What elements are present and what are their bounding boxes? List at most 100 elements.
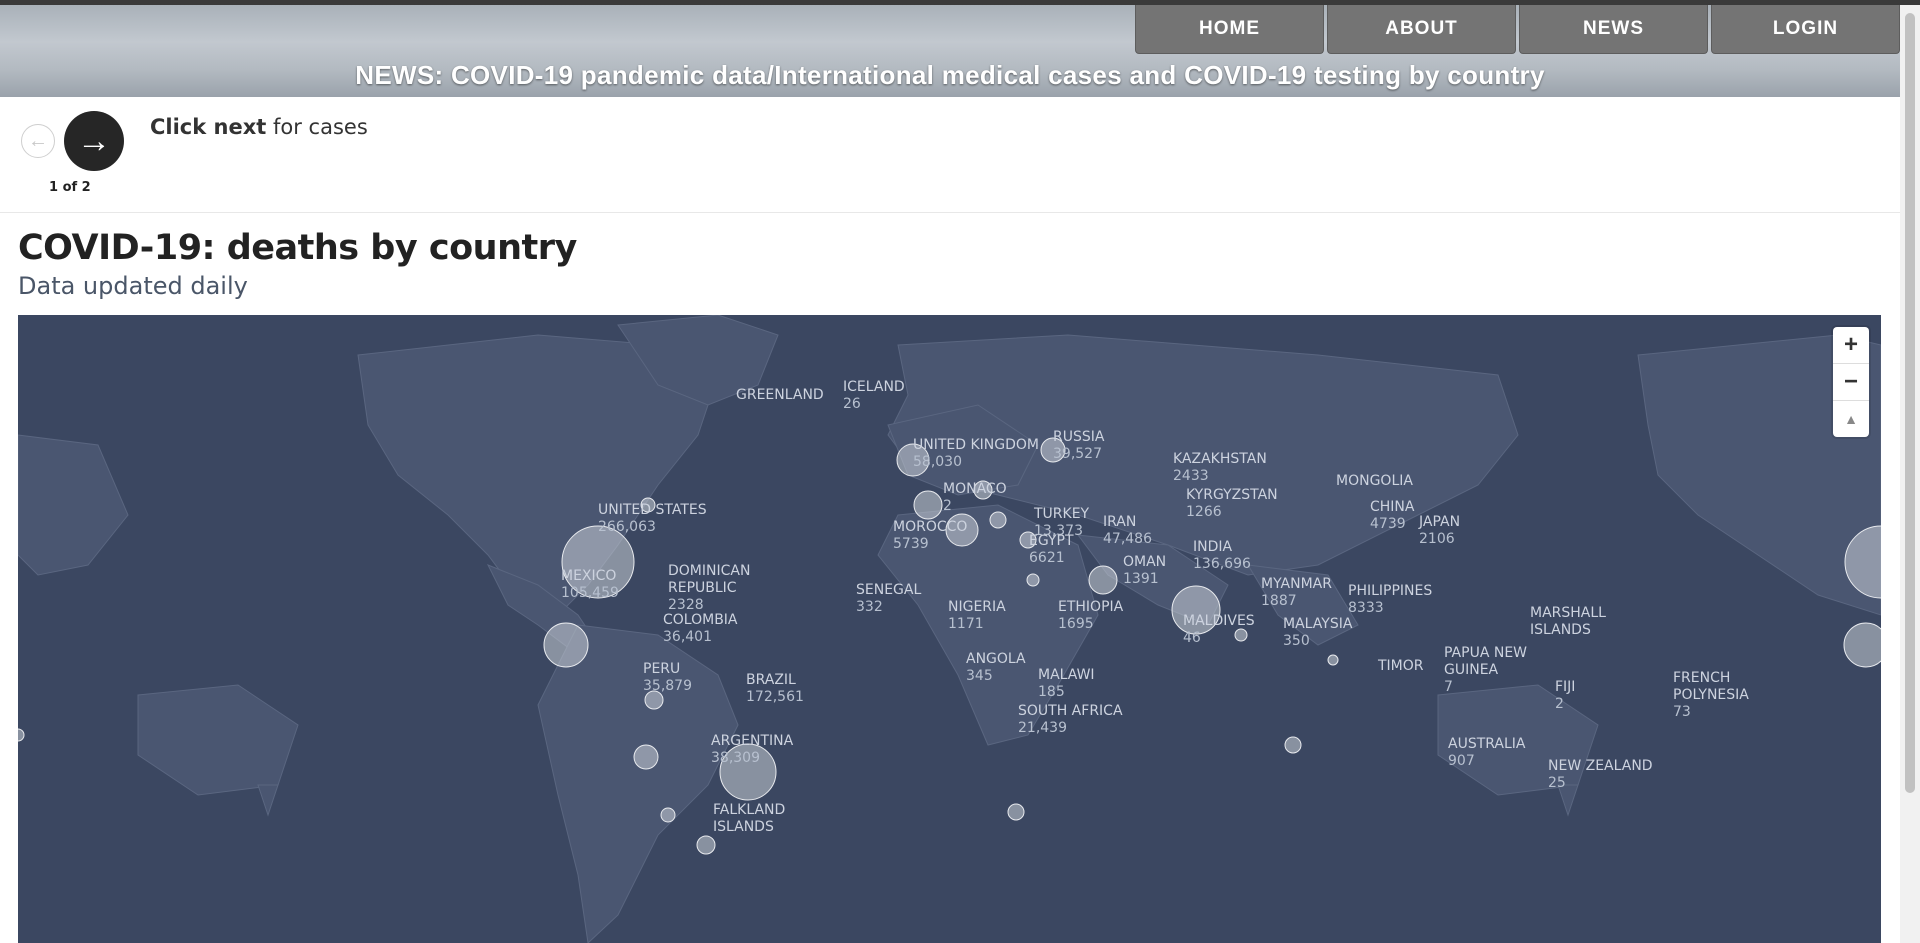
- window-top-border: [0, 0, 1920, 5]
- country-name: FRENCH: [1673, 670, 1730, 686]
- next-step-button[interactable]: →: [64, 111, 124, 171]
- step-instruction-bold: Click next: [150, 115, 267, 139]
- bubble-mexico: [543, 622, 589, 668]
- bubble-colombia: [644, 690, 664, 710]
- bubble-mexico-right: [1843, 622, 1881, 668]
- country-deaths-value: 58,030: [913, 454, 962, 470]
- country-deaths-value: 26: [843, 396, 861, 412]
- nav-home-button[interactable]: HOME: [1135, 5, 1324, 54]
- arrow-left-icon: ←: [28, 129, 48, 152]
- country-name: OMAN: [1123, 554, 1166, 570]
- country-deaths-value: 21,439: [1018, 720, 1067, 736]
- country-name: GREENLAND: [736, 387, 824, 403]
- bubble-brazil: [719, 743, 777, 801]
- country-name: MARSHALL: [1530, 605, 1606, 621]
- country-name: ISLANDS: [713, 819, 774, 835]
- country-name: DOMINICAN: [668, 563, 750, 579]
- prev-step-button[interactable]: ←: [21, 124, 55, 158]
- country-deaths-value: 1391: [1123, 571, 1159, 587]
- country-name: EGYPT: [1029, 533, 1074, 549]
- site-header: HOME ABOUT NEWS LOGIN NEWS: COVID-19 pan…: [0, 5, 1900, 97]
- country-deaths-value: 73: [1673, 704, 1691, 720]
- land-greenland: [617, 315, 779, 406]
- nav-news-button[interactable]: NEWS: [1519, 5, 1708, 54]
- country-deaths-value: 39,527: [1053, 446, 1102, 462]
- country-deaths-value: 5739: [893, 536, 929, 552]
- country-deaths-value: 345: [966, 668, 993, 684]
- compass-reset-button[interactable]: ▲: [1833, 401, 1869, 437]
- country-name: UNITED KINGDOM: [913, 437, 1039, 453]
- country-deaths-value: 1171: [948, 616, 984, 632]
- bubble-europe-a: [913, 490, 943, 520]
- data-bubbles: [18, 437, 1881, 855]
- zoom-control: + − ▲: [1833, 327, 1869, 437]
- land-asia-west-edge: [18, 434, 129, 576]
- world-map[interactable]: GREENLAND ICELAND 26 UNITED KINGDOM 58,030 RU…: [18, 315, 1881, 943]
- country-deaths-value: 2: [943, 498, 952, 514]
- country-name: TIMOR: [1377, 658, 1424, 674]
- country-deaths-value: 105,459: [561, 585, 619, 601]
- nav-login-button[interactable]: LOGIN: [1711, 5, 1900, 54]
- country-name: MALAWI: [1038, 667, 1095, 683]
- country-name: TURKEY: [1033, 506, 1090, 522]
- country-name: PHILIPPINES: [1348, 583, 1432, 599]
- step-instruction: Click next for cases: [150, 115, 368, 139]
- scrollbar-thumb[interactable]: [1905, 13, 1915, 793]
- country-name: ARGENTINA: [711, 733, 794, 749]
- compass-icon: ▲: [1844, 411, 1858, 427]
- country-deaths-value: 6621: [1029, 550, 1065, 566]
- nav-about-button[interactable]: ABOUT: [1327, 5, 1516, 54]
- story-stepper: ← → Click next for cases 1 of 2: [0, 97, 1900, 213]
- country-deaths-value: 8333: [1348, 600, 1384, 616]
- country-deaths-value: 266,063: [598, 519, 656, 535]
- zoom-in-button[interactable]: +: [1833, 327, 1869, 364]
- country-deaths-value: 350: [1283, 633, 1310, 649]
- country-deaths-value: 2433: [1173, 468, 1209, 484]
- country-name: CHINA: [1370, 499, 1415, 515]
- country-name: NIGERIA: [948, 599, 1006, 615]
- country-deaths-value: 35,879: [643, 678, 692, 694]
- country-deaths-value: 136,696: [1193, 556, 1251, 572]
- bubble-russia: [1040, 437, 1066, 463]
- country-deaths-value: 2328: [668, 597, 704, 613]
- zoom-out-button[interactable]: −: [1833, 364, 1869, 401]
- land-se-asia: [1247, 564, 1359, 646]
- country-deaths-value: 2106: [1419, 531, 1455, 547]
- country-name: ANGOLA: [966, 651, 1026, 667]
- step-counter: 1 of 2: [49, 180, 91, 195]
- page-scrollbar[interactable]: [1900, 5, 1920, 943]
- country-name: POLYNESIA: [1673, 687, 1749, 703]
- country-deaths-value: 25: [1548, 775, 1566, 791]
- land-africa: [877, 504, 1099, 746]
- main-nav: HOME ABOUT NEWS LOGIN: [1132, 5, 1900, 54]
- land-australia-left: [137, 684, 299, 796]
- country-deaths-value: 1266: [1186, 504, 1222, 520]
- step-instruction-rest: for cases: [266, 115, 368, 139]
- country-deaths-value: 46: [1183, 630, 1201, 646]
- country-deaths-value: 4739: [1370, 516, 1406, 532]
- country-deaths-value: 47,486: [1103, 531, 1152, 547]
- country-deaths-value: 907: [1448, 753, 1475, 769]
